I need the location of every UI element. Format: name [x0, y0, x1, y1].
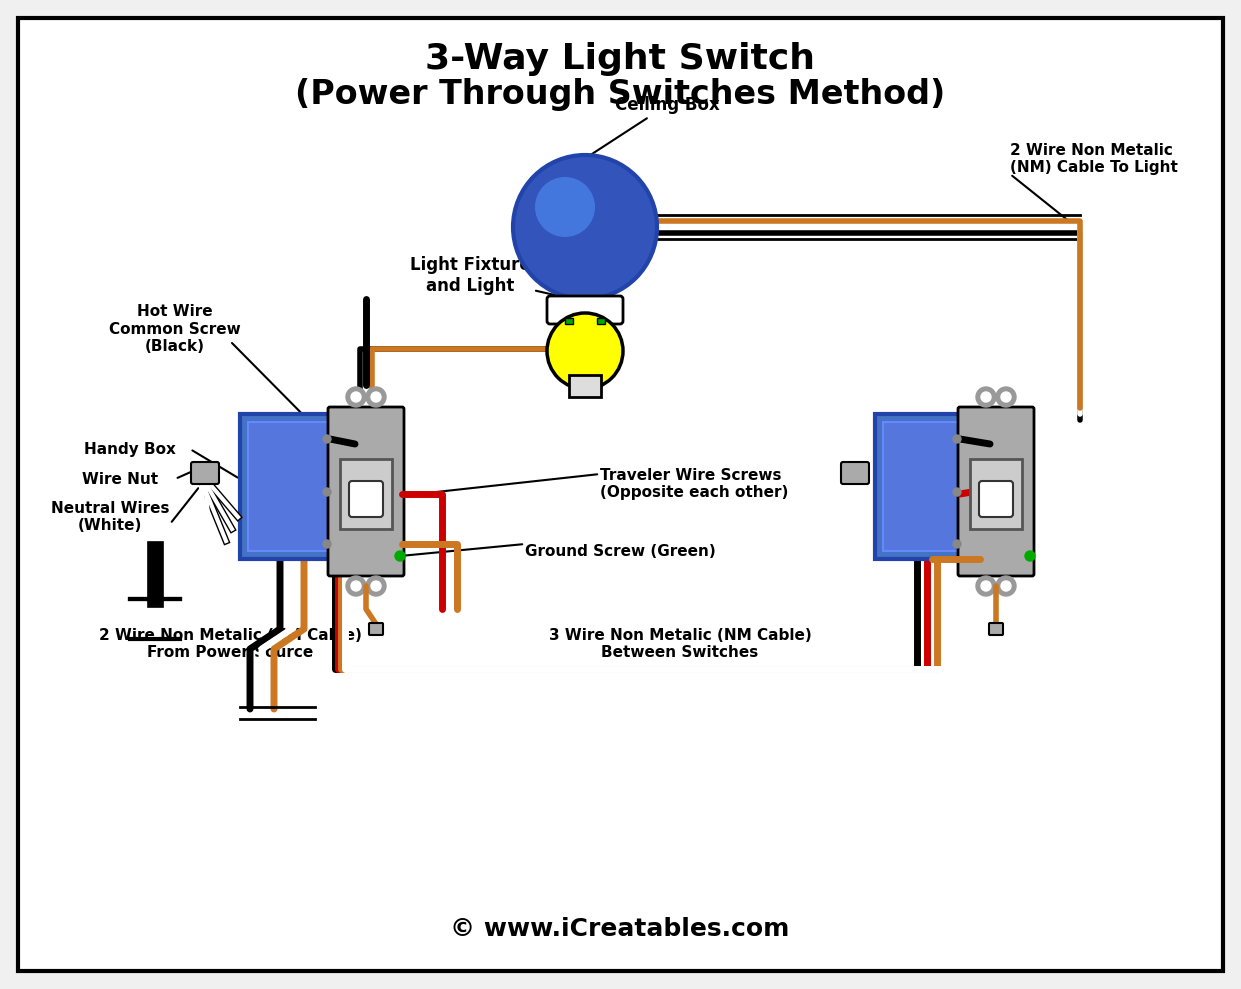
Circle shape — [366, 387, 386, 407]
Circle shape — [1001, 392, 1011, 402]
Circle shape — [346, 576, 366, 596]
Circle shape — [371, 392, 381, 402]
Circle shape — [395, 551, 405, 561]
Bar — [340, 459, 392, 529]
Circle shape — [323, 435, 331, 443]
Text: (Power Through Switches Method): (Power Through Switches Method) — [295, 77, 946, 111]
Circle shape — [980, 581, 992, 591]
Text: Ceiling Box: Ceiling Box — [577, 96, 720, 163]
Circle shape — [997, 576, 1016, 596]
FancyBboxPatch shape — [349, 481, 383, 517]
Circle shape — [1025, 551, 1035, 561]
FancyBboxPatch shape — [841, 462, 869, 484]
Circle shape — [547, 313, 623, 389]
FancyBboxPatch shape — [958, 407, 1034, 576]
Circle shape — [323, 540, 331, 548]
Text: 3 Wire Non Metalic (NM Cable)
Between Switches: 3 Wire Non Metalic (NM Cable) Between Sw… — [549, 628, 812, 661]
Text: Hot Wire
Common Screw
(Black): Hot Wire Common Screw (Black) — [109, 304, 241, 354]
FancyBboxPatch shape — [979, 481, 1013, 517]
Text: Ground Screw (Green): Ground Screw (Green) — [525, 544, 716, 559]
Text: Light Fixture
and Light: Light Fixture and Light — [410, 256, 617, 310]
Circle shape — [346, 387, 366, 407]
FancyBboxPatch shape — [191, 462, 218, 484]
Bar — [884, 422, 982, 551]
Bar — [248, 422, 347, 551]
Circle shape — [366, 576, 386, 596]
Circle shape — [1001, 581, 1011, 591]
FancyBboxPatch shape — [369, 623, 383, 635]
FancyBboxPatch shape — [570, 375, 601, 397]
Circle shape — [351, 581, 361, 591]
FancyBboxPatch shape — [989, 623, 1003, 635]
Circle shape — [351, 392, 361, 402]
Circle shape — [953, 435, 961, 443]
Bar — [565, 318, 573, 324]
Text: Wire Nut: Wire Nut — [82, 472, 158, 487]
Text: Handy Box: Handy Box — [84, 441, 176, 457]
Text: Neutral Wires
(White): Neutral Wires (White) — [51, 500, 169, 533]
Circle shape — [975, 576, 997, 596]
Text: 2 Wire Non Metalic (NM Cable)
From Power Source: 2 Wire Non Metalic (NM Cable) From Power… — [98, 628, 361, 661]
Circle shape — [535, 177, 594, 237]
Circle shape — [997, 387, 1016, 407]
Bar — [597, 318, 606, 324]
Circle shape — [980, 392, 992, 402]
Bar — [875, 414, 990, 559]
Circle shape — [953, 540, 961, 548]
Text: © www.iCreatables.com: © www.iCreatables.com — [450, 917, 789, 941]
FancyBboxPatch shape — [547, 296, 623, 324]
Circle shape — [371, 581, 381, 591]
Text: 3-Way Light Switch: 3-Way Light Switch — [424, 42, 815, 76]
Circle shape — [513, 155, 656, 299]
Bar — [970, 459, 1023, 529]
FancyBboxPatch shape — [328, 407, 405, 576]
Text: 2 Wire Non Metalic
(NM) Cable To Light: 2 Wire Non Metalic (NM) Cable To Light — [1010, 142, 1178, 175]
Circle shape — [323, 488, 331, 496]
Circle shape — [975, 387, 997, 407]
Text: Traveler Wire Screws
(Opposite each other): Traveler Wire Screws (Opposite each othe… — [599, 468, 788, 500]
Bar — [240, 414, 355, 559]
Circle shape — [953, 488, 961, 496]
